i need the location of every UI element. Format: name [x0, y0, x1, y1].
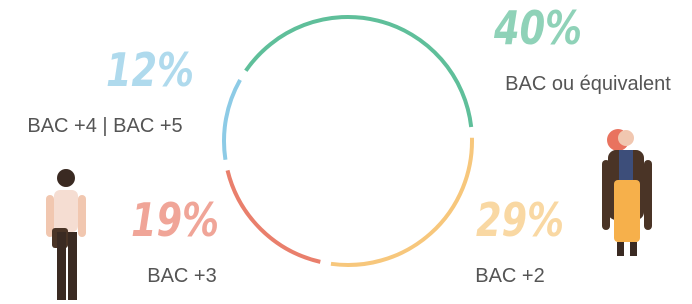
ring-segment [228, 170, 321, 262]
chart: 40% BAC ou équivalent 29% BAC +2 19% BAC +3 12… [0, 0, 692, 304]
illustration-person-left [46, 169, 86, 300]
value-label: 19% [131, 193, 219, 247]
illustration-person-right [602, 129, 652, 256]
value-label: 40% [493, 1, 582, 55]
ring-segment [246, 17, 471, 127]
category-label: BAC +4 | BAC +5 [27, 115, 182, 137]
category-label: BAC +3 [147, 265, 216, 287]
value-label: 12% [106, 43, 194, 97]
ring-segment [224, 80, 240, 160]
category-label: BAC ou équivalent [505, 73, 671, 95]
ring-segment [331, 138, 472, 265]
category-label: BAC +2 [475, 265, 544, 287]
page: 40% BAC ou équivalent 29% BAC +2 19% BAC +3 12… [0, 0, 692, 304]
value-label: 29% [476, 193, 564, 247]
